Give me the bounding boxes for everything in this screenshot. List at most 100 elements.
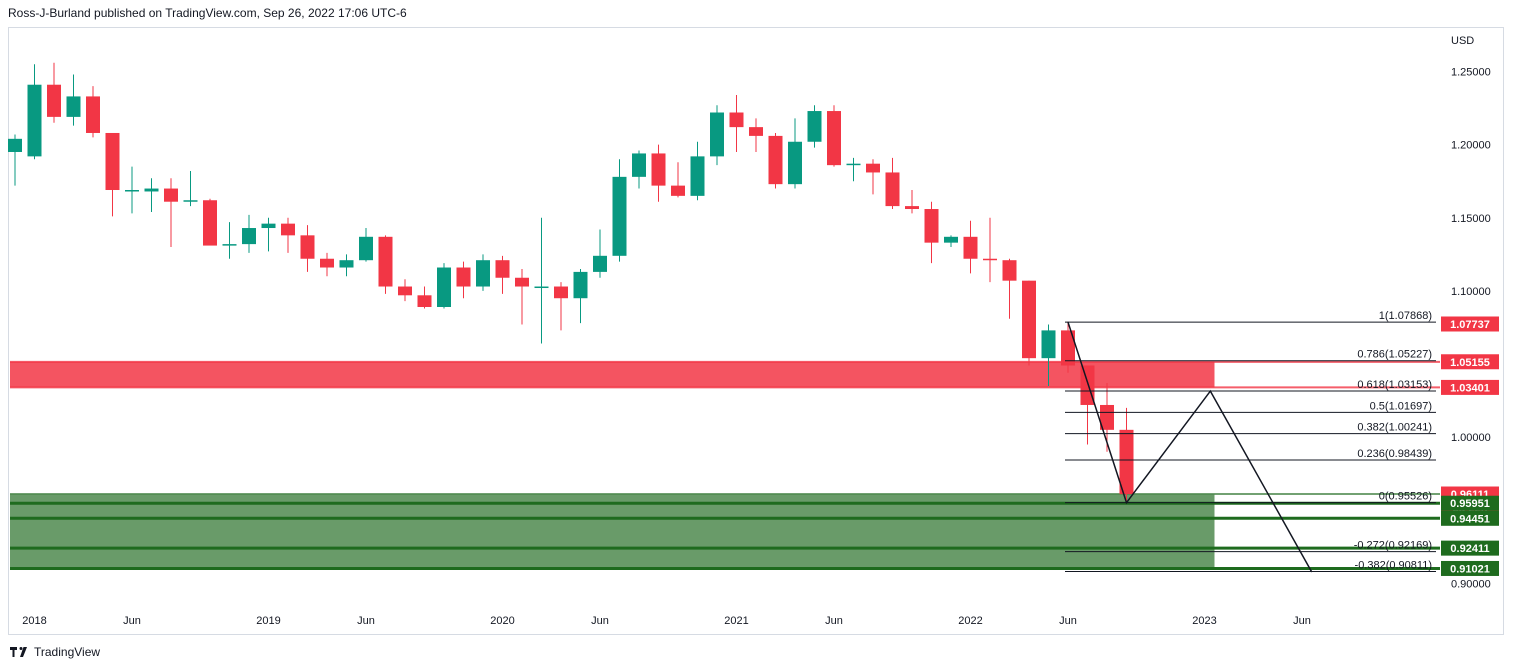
x-axis-tick-label: Jun: [123, 615, 141, 627]
candle-body: [378, 236, 393, 287]
candle-body: [651, 153, 666, 186]
candle-body: [1119, 429, 1134, 495]
price-badge-label: 0.95951: [1450, 498, 1490, 510]
price-badge-label: 1.03401: [1450, 382, 1490, 394]
x-axis-tick-label: Jun: [825, 615, 843, 627]
candle-body: [729, 112, 744, 128]
footer: TradingView: [10, 645, 100, 659]
candle-body: [749, 127, 763, 136]
candle-body: [924, 209, 939, 243]
x-axis-tick-label: Jun: [1293, 615, 1311, 627]
candle-body: [807, 111, 822, 142]
price-badge: [1441, 560, 1499, 576]
candle-body: [300, 235, 315, 259]
candle-body: [534, 286, 549, 289]
candle-body: [339, 260, 354, 268]
x-axis-tick-label: Jun: [591, 615, 609, 627]
fib-level-label: 0(0.95526): [1379, 491, 1432, 503]
tradingview-logo-icon: [10, 647, 27, 657]
candle-body: [125, 190, 139, 192]
resistance-zone: [10, 361, 1215, 388]
candle-body: [846, 163, 861, 166]
x-axis-tick-label: Jun: [357, 615, 375, 627]
candle-body: [8, 138, 22, 152]
candle-body: [27, 84, 42, 157]
x-axis-tick-label: 2022: [958, 615, 982, 627]
candle-body: [1061, 330, 1075, 366]
price-badge-label: 0.92411: [1450, 543, 1489, 555]
candle-body: [222, 244, 237, 246]
price-badge: [1441, 354, 1499, 370]
fib-level-label: 0.382(1.00241): [1357, 422, 1432, 434]
x-axis-tick-label: 2018: [22, 615, 46, 627]
candle-body: [632, 153, 646, 177]
price-badge-label: 0.94451: [1450, 513, 1490, 525]
fib-level-label: 1(1.07868): [1379, 310, 1432, 322]
chart-frame: [8, 27, 1504, 635]
candle-body: [671, 185, 685, 196]
fib-level-label: 0.786(1.05227): [1357, 349, 1432, 361]
candle-body: [768, 135, 783, 185]
candle-body: [515, 277, 529, 287]
candle-body: [1041, 330, 1056, 359]
candle-body: [885, 172, 900, 207]
candle-body: [1002, 260, 1017, 281]
price-badge: [1441, 379, 1499, 395]
candle-body: [866, 163, 880, 173]
x-axis-tick-label: 2021: [724, 615, 748, 627]
candle-body: [183, 200, 198, 202]
candle-body: [710, 112, 724, 157]
candle-body: [476, 260, 490, 287]
candle-body: [281, 223, 295, 236]
y-axis-tick-label: 1.15000: [1451, 213, 1491, 225]
candle-body: [612, 176, 627, 256]
price-badge: [1441, 540, 1499, 556]
y-axis-tick-label: 0.90000: [1451, 578, 1491, 590]
candle-body: [203, 200, 217, 246]
fib-level-label: 0.236(0.98439): [1357, 448, 1432, 460]
candle-body: [905, 206, 919, 210]
x-axis-tick-label: 2020: [490, 615, 514, 627]
candle-body: [827, 111, 841, 166]
candle-body: [47, 84, 61, 117]
x-axis-tick-label: 2019: [256, 615, 280, 627]
fib-level-label: 0.5(1.01697): [1370, 400, 1432, 412]
candle-body: [261, 223, 276, 229]
candle-body: [66, 96, 81, 117]
candle-body: [398, 286, 412, 296]
candle-body: [437, 267, 451, 307]
price-badge-label: 1.05155: [1450, 357, 1490, 369]
candle-body: [456, 267, 471, 287]
candle-body: [144, 188, 159, 192]
price-badge-label: 0.91021: [1450, 563, 1490, 575]
candle-body: [593, 255, 607, 272]
y-axis-currency: USD: [1451, 35, 1474, 47]
price-badge: [1441, 316, 1499, 332]
candle-body: [242, 228, 256, 245]
candle-body: [86, 96, 100, 133]
fib-level-label: -0.382(0.90811): [1355, 560, 1432, 572]
x-axis-tick-label: Jun: [1059, 615, 1077, 627]
fib-level-label: 0.618(1.03153): [1357, 379, 1432, 391]
candle-body: [105, 132, 120, 191]
y-axis-tick-label: 1.00000: [1451, 432, 1491, 444]
candle-body: [1022, 280, 1036, 359]
fib-level-label: -0.272(0.92169): [1354, 540, 1432, 552]
candle-body: [573, 271, 588, 299]
x-axis-tick-label: 2023: [1192, 615, 1216, 627]
candle-body: [963, 236, 978, 259]
candle-body: [359, 236, 373, 261]
candle-body: [788, 141, 802, 185]
y-axis-tick-label: 1.10000: [1451, 286, 1491, 298]
candle-body: [417, 295, 432, 307]
candle-body: [983, 258, 997, 261]
candle-body: [690, 156, 705, 196]
y-axis-tick-label: 1.20000: [1451, 140, 1491, 152]
candle-body: [495, 260, 510, 278]
price-badge: [1441, 510, 1499, 526]
footer-brand: TradingView: [34, 645, 101, 659]
candle-body: [164, 188, 178, 202]
y-axis-tick-label: 1.25000: [1451, 67, 1491, 79]
support-zone: [10, 494, 1215, 569]
